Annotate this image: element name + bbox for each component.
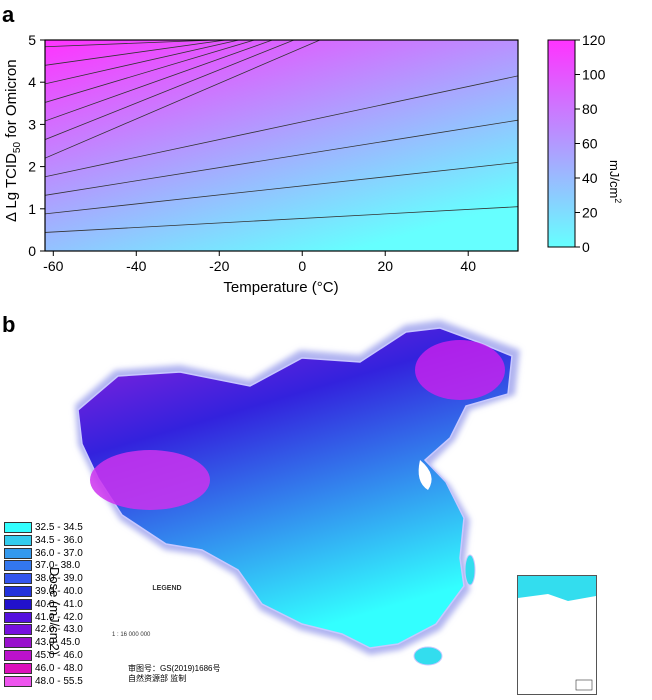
contour-line (45, 40, 241, 85)
contour-line (45, 40, 296, 140)
x-tick-label: -20 (209, 258, 229, 274)
map-caption-line1: 审图号：GS(2019)1686号 (128, 664, 221, 673)
colorbar-tick-label: 40 (582, 170, 598, 186)
china-dose-map (75, 320, 520, 666)
legend-swatch (4, 675, 32, 687)
x-tick-label: -60 (43, 258, 63, 274)
legend-row: 45.0 - 46.0 (4, 649, 83, 662)
colorbar-tick-label: 20 (582, 205, 598, 221)
colorbar-tick-label: 60 (582, 136, 598, 152)
heatmap-fill (45, 40, 518, 251)
legend-label: 36.0 - 37.0 (35, 547, 83, 559)
legend-row: 34.5 - 36.0 (4, 534, 83, 547)
legend-row: 41.0 - 42.0 (4, 611, 83, 624)
contour-line (45, 40, 256, 103)
inset-scale-box (575, 679, 593, 691)
bohai-sea (418, 460, 432, 490)
y-tick-label: 5 (28, 32, 36, 48)
tibet-high-dose-region (90, 450, 210, 510)
legend-swatch (4, 637, 32, 649)
contour-chart: -60 -40 -20 0 20 40 0 1 2 3 4 5 Temperature (°C) Δ… (3, 32, 623, 296)
colorbar-label: mJ/cm2 (607, 160, 623, 203)
legend-swatch (4, 547, 32, 559)
legend-label: 39.0 - 40.0 (35, 586, 83, 597)
x-tick-label: 40 (460, 258, 476, 274)
legend-row: 37.0- 38.0 (4, 559, 80, 572)
legend-swatch (4, 586, 32, 597)
colorbar (547, 39, 576, 248)
map-legend-heading: LEGEND (152, 585, 182, 592)
legend-label: 48.0 - 55.5 (35, 675, 83, 687)
legend-row: 46.0 - 48.0 (4, 662, 83, 675)
contour-line (45, 40, 322, 159)
hainan-island (413, 646, 443, 666)
legend-label: 37.0- 38.0 (35, 560, 81, 572)
colorbar-tick-label: 0 (582, 239, 590, 255)
legend-row: 39.0 - 40.0 (4, 585, 83, 598)
legend-swatch (4, 573, 32, 585)
colorbar-tick-label: 120 (582, 32, 606, 48)
x-axis-label: Temperature (°C) (223, 279, 338, 296)
contour-line (45, 40, 274, 122)
contour-line (45, 40, 229, 66)
y-axis-label: Δ Lg TCID50 for Omicron (3, 59, 23, 222)
y-tick-label: 4 (28, 74, 36, 90)
legend-swatch (4, 534, 32, 546)
map-inner-legend: LEGEND 1 : 16 000 000 (112, 585, 222, 695)
legend-swatch (4, 650, 32, 661)
legend-row: 42.0 - 43.0 (4, 623, 83, 636)
south-china-sea-inset (517, 575, 597, 695)
map-scale: 1 : 16 000 000 (112, 632, 151, 638)
x-tick-label: 0 (298, 258, 306, 274)
contour-line (45, 119, 518, 196)
legend-row: 43.0- 45.0 (4, 636, 80, 649)
legend-swatch (4, 560, 32, 572)
inset-coast (518, 576, 596, 601)
contour-line (45, 75, 518, 178)
legend-label: 40.0 - 41.0 (35, 598, 83, 610)
legend-swatch (4, 522, 32, 533)
legend-row: 36.0 - 37.0 (4, 547, 83, 560)
panel-a-label: a (2, 2, 15, 27)
legend-label: 43.0- 45.0 (35, 637, 81, 649)
legend-swatch (4, 611, 32, 623)
legend-row: 32.5 - 34.5 (4, 521, 83, 534)
y-tick-label: 2 (28, 159, 36, 175)
legend-label: 45.0 - 46.0 (35, 650, 83, 661)
colorbar-tick-label: 80 (582, 101, 598, 117)
map-caption: 审图号：GS(2019)1686号 自然资源部 监制 (128, 664, 220, 684)
y-tick-label: 1 (28, 201, 36, 217)
contour-line (45, 40, 224, 48)
x-tick-label: 20 (377, 258, 393, 274)
legend-label: 34.5 - 36.0 (35, 534, 83, 546)
legend-label: 32.5 - 34.5 (35, 522, 83, 533)
legend-label: 38.0 - 39.0 (35, 573, 83, 585)
y-tick-label: 3 (28, 116, 36, 132)
contour-line (45, 206, 518, 233)
colorbar-tick-label: 100 (582, 67, 606, 83)
legend-label: 41.0 - 42.0 (35, 611, 83, 623)
northeast-high-dose-region (415, 340, 505, 400)
china-landmass (77, 327, 513, 649)
legend-swatch (4, 662, 32, 674)
taiwan-island (464, 554, 476, 586)
dose-legend-title: Dose (mJ/cm2) (47, 567, 62, 656)
legend-swatch (4, 598, 32, 610)
legend-swatch (4, 624, 32, 636)
map-caption-line2: 自然资源部 监制 (128, 674, 187, 683)
legend-row: 48.0 - 55.5 (4, 675, 83, 688)
x-tick-label: -40 (126, 258, 146, 274)
plot-frame (44, 39, 519, 252)
legend-label: 46.0 - 48.0 (35, 662, 83, 674)
contour-line (45, 161, 518, 215)
panel-b-label: b (2, 312, 16, 337)
legend-row: 40.0 - 41.0 (4, 598, 83, 611)
y-tick-label: 0 (28, 243, 36, 259)
legend-label: 42.0 - 43.0 (35, 624, 83, 636)
heatmap-field (45, 40, 518, 251)
legend-row: 38.0 - 39.0 (4, 572, 83, 585)
